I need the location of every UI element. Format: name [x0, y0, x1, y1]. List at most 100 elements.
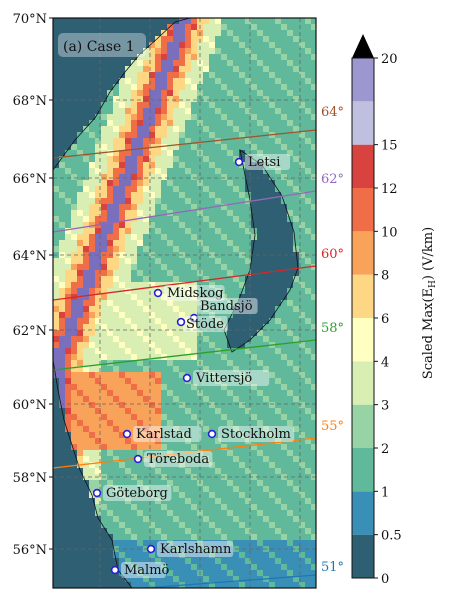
field-cell — [161, 528, 167, 534]
field-cell — [125, 570, 131, 576]
field-cell — [161, 306, 167, 312]
field-cell — [59, 174, 65, 180]
field-cell — [83, 186, 89, 192]
field-cell — [257, 84, 263, 90]
field-cell — [263, 480, 269, 486]
field-cell — [179, 174, 185, 180]
field-cell — [113, 498, 119, 504]
field-cell — [263, 522, 269, 528]
field-cell — [155, 246, 161, 252]
field-cell — [89, 126, 95, 132]
field-cell — [131, 384, 137, 390]
field-cell — [305, 306, 311, 312]
field-cell — [221, 204, 227, 210]
field-cell — [119, 570, 125, 576]
field-cell — [281, 90, 287, 96]
field-cell — [179, 258, 185, 264]
field-cell — [101, 408, 107, 414]
field-cell — [263, 138, 269, 144]
field-cell — [83, 276, 89, 282]
field-cell — [101, 210, 107, 216]
field-cell — [269, 372, 275, 378]
field-cell — [215, 48, 221, 54]
field-cell — [293, 84, 299, 90]
field-cell — [113, 168, 119, 174]
field-cell — [263, 456, 269, 462]
field-cell — [221, 120, 227, 126]
field-cell — [65, 336, 71, 342]
field-cell — [299, 72, 305, 78]
field-cell — [185, 54, 191, 60]
field-cell — [161, 72, 167, 78]
field-cell — [269, 96, 275, 102]
field-cell — [269, 570, 275, 576]
field-cell — [185, 432, 191, 438]
field-cell — [257, 354, 263, 360]
field-cell — [131, 366, 137, 372]
field-cell — [89, 462, 95, 468]
field-cell — [293, 426, 299, 432]
field-cell — [173, 228, 179, 234]
field-cell — [251, 138, 257, 144]
field-cell — [305, 540, 311, 546]
colorbar-tick-label: 3 — [381, 399, 389, 414]
field-cell — [203, 558, 209, 564]
field-cell — [71, 414, 77, 420]
field-cell — [227, 468, 233, 474]
field-cell — [65, 324, 71, 330]
field-cell — [233, 30, 239, 36]
field-cell — [299, 240, 305, 246]
field-cell — [311, 414, 316, 420]
field-cell — [305, 90, 311, 96]
field-cell — [143, 300, 149, 306]
field-cell — [83, 144, 89, 150]
field-cell — [251, 366, 257, 372]
field-cell — [131, 174, 137, 180]
field-cell — [179, 420, 185, 426]
field-cell — [83, 264, 89, 270]
field-cell — [143, 168, 149, 174]
field-cell — [227, 408, 233, 414]
field-cell — [167, 276, 173, 282]
field-cell — [281, 510, 287, 516]
field-cell — [191, 534, 197, 540]
field-cell — [305, 510, 311, 516]
field-cell — [257, 444, 263, 450]
field-cell — [239, 564, 245, 570]
field-cell — [119, 438, 125, 444]
field-cell — [65, 396, 71, 402]
field-cell — [167, 258, 173, 264]
field-cell — [311, 324, 316, 330]
field-cell — [203, 192, 209, 198]
field-cell — [53, 330, 59, 336]
field-cell — [161, 216, 167, 222]
field-cell — [239, 384, 245, 390]
field-cell — [311, 504, 316, 510]
field-cell — [77, 360, 83, 366]
field-cell — [299, 162, 305, 168]
field-cell — [155, 66, 161, 72]
field-cell — [119, 396, 125, 402]
field-cell — [125, 390, 131, 396]
field-cell — [233, 432, 239, 438]
field-cell — [287, 420, 293, 426]
field-cell — [143, 174, 149, 180]
field-cell — [287, 312, 293, 318]
field-cell — [95, 414, 101, 420]
field-cell — [215, 246, 221, 252]
field-cell — [173, 486, 179, 492]
field-cell — [95, 180, 101, 186]
field-cell — [125, 144, 131, 150]
field-cell — [233, 426, 239, 432]
field-cell — [173, 168, 179, 174]
field-cell — [251, 114, 257, 120]
field-cell — [293, 558, 299, 564]
field-cell — [167, 264, 173, 270]
field-cell — [203, 246, 209, 252]
field-cell — [137, 204, 143, 210]
field-cell — [77, 432, 83, 438]
field-cell — [167, 300, 173, 306]
field-cell — [293, 552, 299, 558]
field-cell — [137, 558, 143, 564]
field-cell — [167, 174, 173, 180]
